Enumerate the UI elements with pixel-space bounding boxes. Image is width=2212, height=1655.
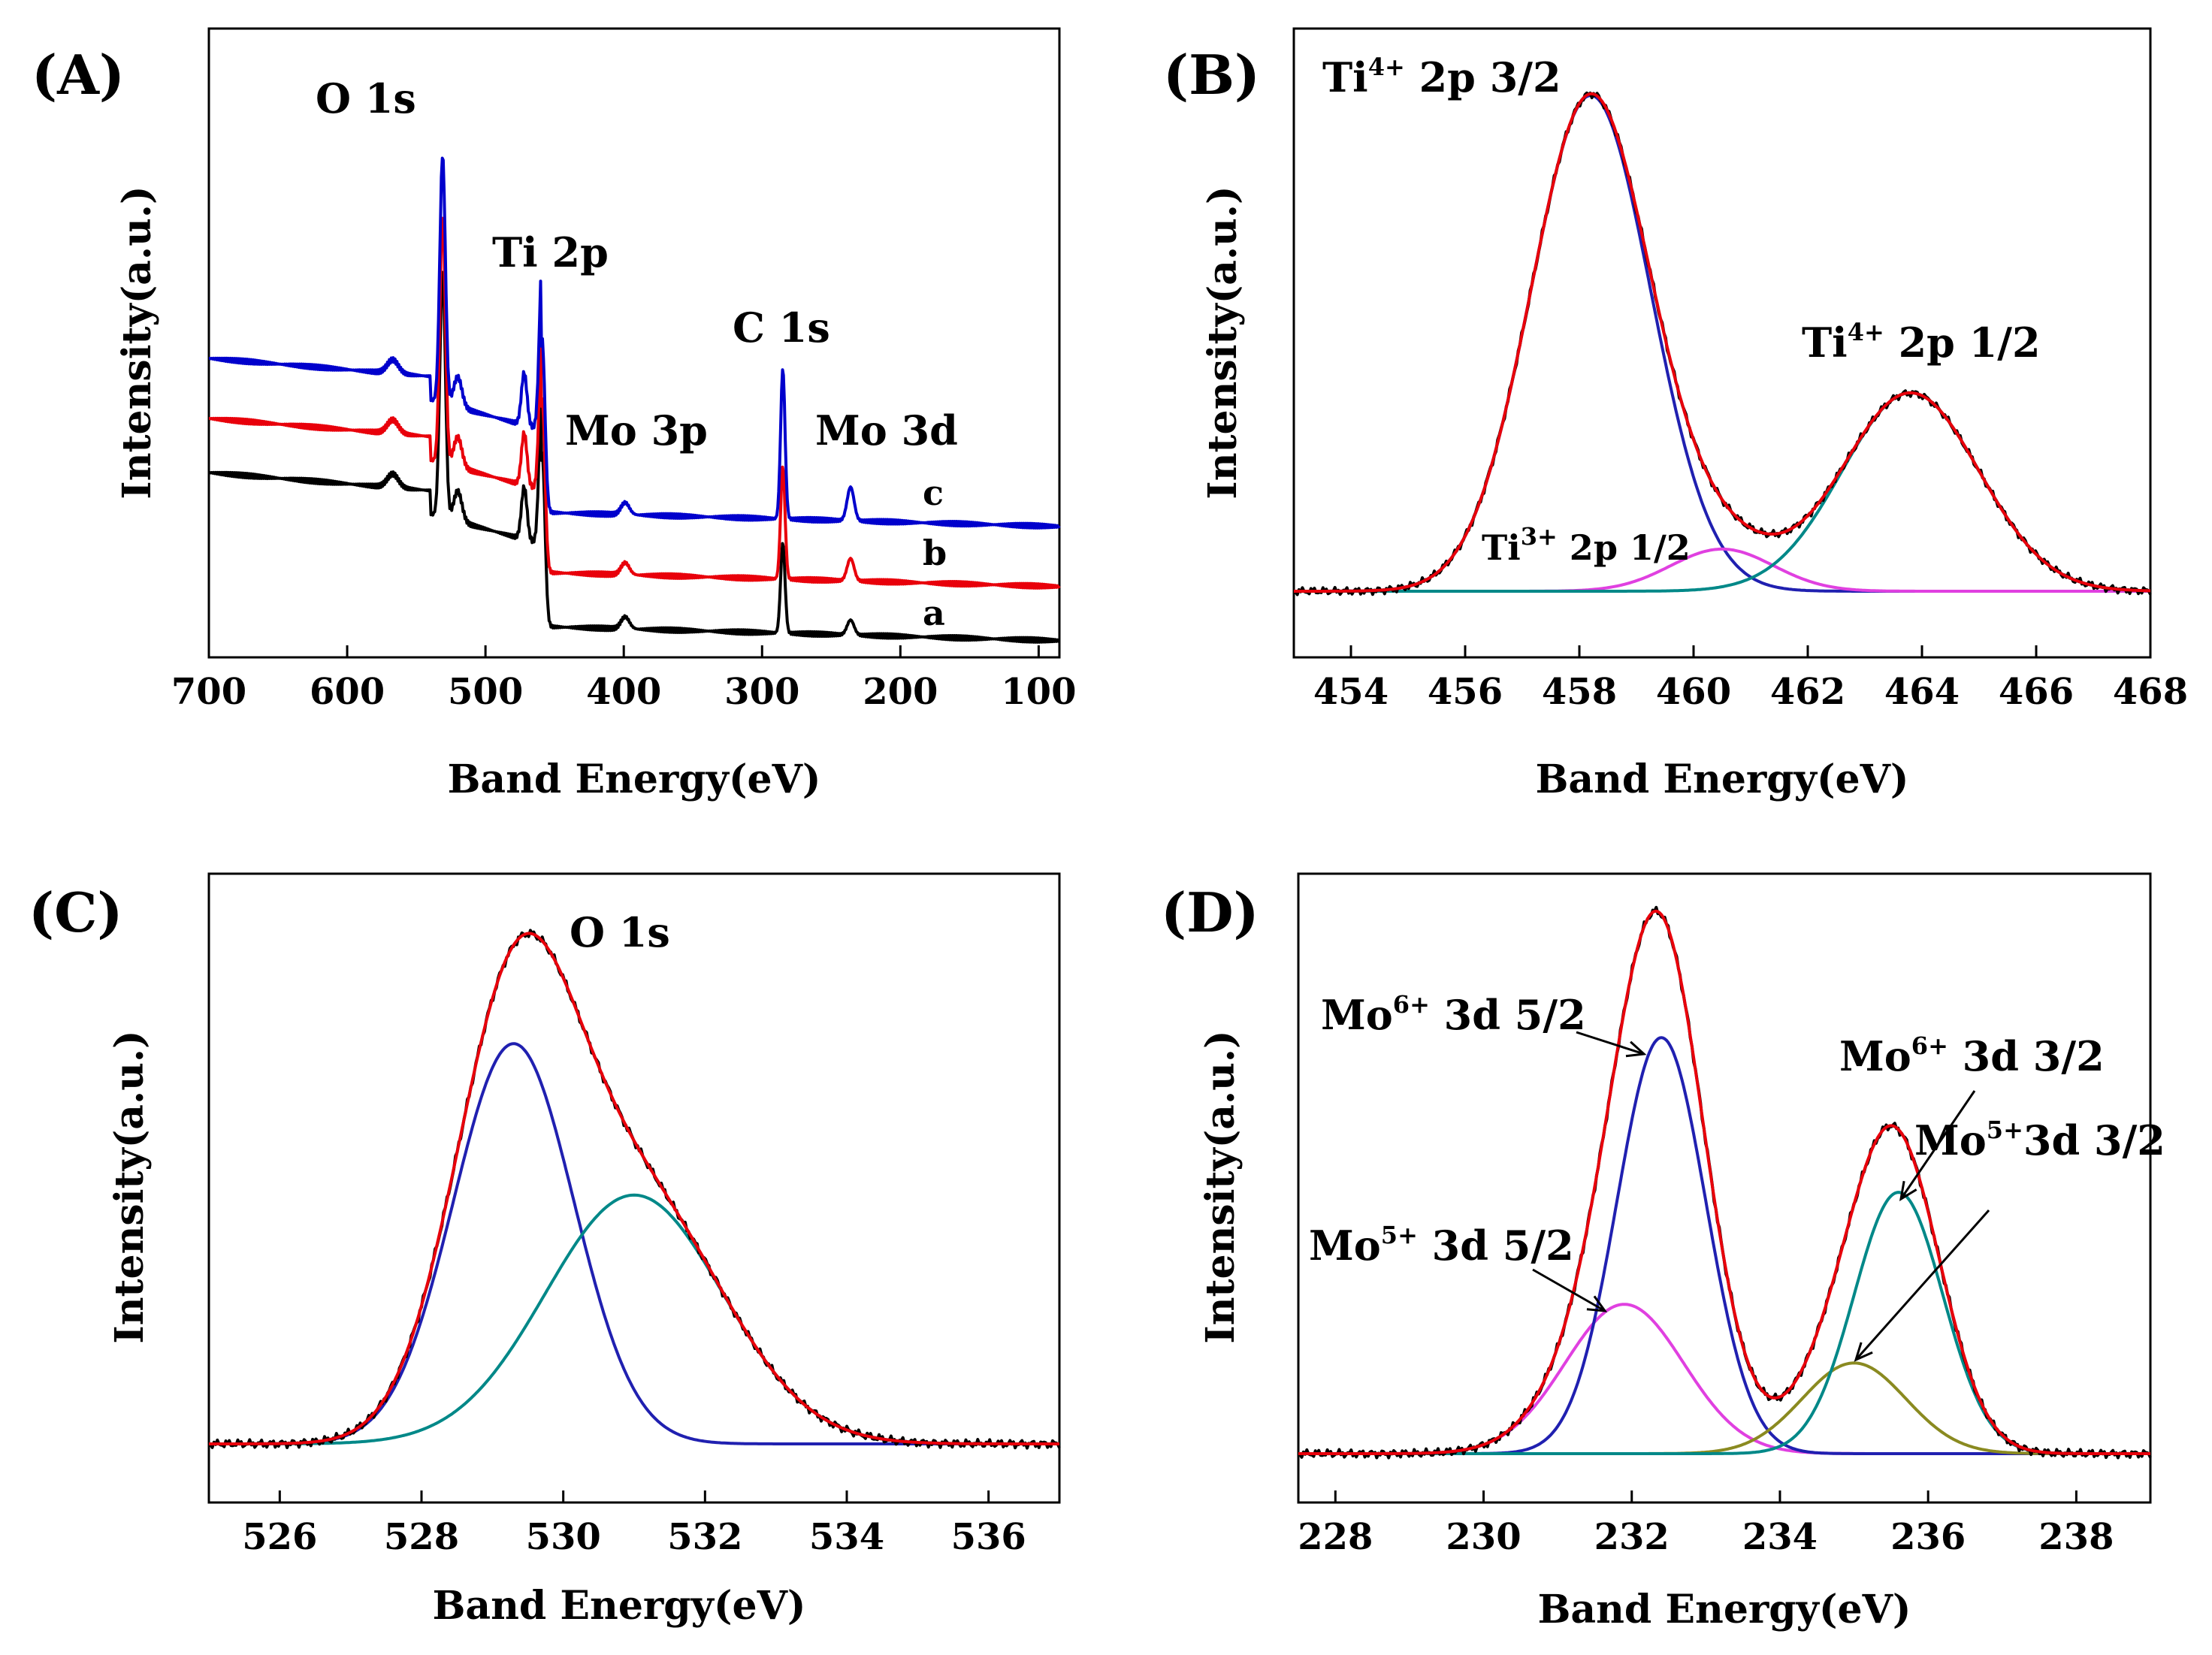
survey-series-b <box>208 216 1061 590</box>
panel-d-label-mo5-3d52: Mo5+ 3d 5/2 <box>1309 1221 1574 1270</box>
x-tick-label: 230 <box>1446 1516 1521 1558</box>
survey-series-a <box>208 270 1061 644</box>
x-tick-label: 232 <box>1594 1516 1670 1558</box>
panel-d-letter: (D) <box>1161 880 1259 944</box>
panel-c-ylabel: Intensity(a.u.) <box>107 1030 153 1343</box>
x-tick-label: 234 <box>1742 1516 1818 1558</box>
panel-d-label-mo5-3d32: Mo5+3d 3/2 <box>1914 1116 2165 1164</box>
x-tick-label: 464 <box>1884 671 1960 713</box>
x-tick-label: 526 <box>242 1516 317 1558</box>
x-tick-label: 454 <box>1313 671 1389 713</box>
panel-c: (C) 526 528 530 532 534 536 O 1s Band Energy(… <box>29 872 1061 1629</box>
panel-a-label-o1s: O 1s <box>316 74 416 122</box>
annotation-arrowhead <box>1586 1295 1608 1312</box>
x-tick-label: 238 <box>2038 1516 2114 1558</box>
panel-a-xlabel: Band Energy(eV) <box>447 757 820 802</box>
annotation-arrowhead <box>1899 1180 1917 1201</box>
panel-a-series <box>208 156 1061 644</box>
panel-a-label-ti2p: Ti 2p <box>492 228 609 276</box>
x-tick-label: 600 <box>310 671 385 713</box>
panel-a-letter: (A) <box>32 43 125 107</box>
panel-a-ticks: 700 600 500 400 300 200 100 <box>171 645 1076 713</box>
fit-component-3 <box>1294 391 2150 593</box>
annotation-arrow <box>1532 1268 1606 1312</box>
x-tick-label: 466 <box>1999 671 2074 713</box>
panel-b-ticks: 454 456 458 460 462 464 466 468 <box>1313 645 2188 713</box>
annotation-arrowhead <box>1854 1342 1873 1362</box>
x-tick-label: 460 <box>1656 671 1731 713</box>
panel-c-curves <box>208 929 1061 1450</box>
panel-d-curves <box>1298 905 2152 1460</box>
panel-c-xlabel: Band Energy(eV) <box>432 1583 805 1629</box>
panel-d-label-mo6-3d32: Mo6+ 3d 3/2 <box>1839 1031 2105 1080</box>
panel-b-xlabel: Band Energy(eV) <box>1535 757 1908 802</box>
fit-envelope <box>209 932 1059 1445</box>
panel-a-series-label-a: a <box>923 593 945 633</box>
panel-a-label-mo3d: Mo 3d <box>815 406 958 455</box>
panel-d: (D) 228 230 232 234 236 238 Mo6+ 3d 5/2 Mo6+ … <box>1161 872 2165 1632</box>
x-tick-label: 534 <box>809 1516 884 1558</box>
panel-a: (A) 700 600 500 400 300 200 100 O 1s Ti 2p Mo … <box>32 27 1076 802</box>
survey-series-c <box>208 156 1061 530</box>
fit-component-2 <box>209 1193 1059 1445</box>
x-tick-label: 236 <box>1890 1516 1966 1558</box>
panel-d-ylabel: Intensity(a.u.) <box>1198 1030 1243 1343</box>
panel-a-ylabel: Intensity(a.u.) <box>114 186 160 499</box>
x-tick-label: 228 <box>1298 1516 1373 1558</box>
annotation-arrow <box>1854 1210 1990 1361</box>
x-tick-label: 528 <box>384 1516 459 1558</box>
x-tick-label: 532 <box>667 1516 742 1558</box>
x-tick-label: 468 <box>2113 671 2188 713</box>
panel-c-ticks: 526 528 530 532 534 536 <box>242 1490 1026 1558</box>
x-tick-label: 462 <box>1770 671 1845 713</box>
panel-a-label-mo3p: Mo 3p <box>565 406 708 455</box>
x-tick-label: 100 <box>1001 671 1076 713</box>
panel-d-arrows <box>1532 1031 1990 1362</box>
panel-b-curves <box>1293 91 2152 596</box>
x-tick-label: 458 <box>1542 671 1617 713</box>
panel-b: (B) 454 456 458 460 462 464 466 468 Ti4+ 2p 3/2… <box>1163 27 2188 802</box>
x-tick-label: 400 <box>586 671 661 713</box>
fit-component-3 <box>1298 1361 2150 1455</box>
x-tick-label: 500 <box>448 671 523 713</box>
panel-a-series-label-b: b <box>923 533 947 573</box>
x-tick-label: 700 <box>171 671 246 713</box>
panel-d-label-mo6-3d52: Mo6+ 3d 5/2 <box>1321 990 1586 1039</box>
panel-c-letter: (C) <box>29 880 122 944</box>
fit-envelope <box>1294 92 2150 593</box>
panel-a-series-label-c: c <box>923 473 944 513</box>
panel-b-plot-frame <box>1292 27 2152 659</box>
x-tick-label: 536 <box>951 1516 1026 1558</box>
fit-component-1 <box>1298 1303 2150 1455</box>
panel-d-ticks: 228 230 232 234 236 238 <box>1298 1490 2114 1558</box>
panel-b-label-ti4-2p12: Ti4+ 2p 1/2 <box>1802 318 2041 367</box>
panel-a-plot-frame <box>207 27 1061 659</box>
x-tick-label: 300 <box>724 671 799 713</box>
panel-b-ylabel: Intensity(a.u.) <box>1200 186 1246 499</box>
fit-component-2 <box>1294 547 2150 593</box>
annotation-arrowhead <box>1625 1040 1647 1058</box>
panel-a-label-c1s: C 1s <box>733 304 830 352</box>
panel-d-xlabel: Band Energy(eV) <box>1537 1587 1911 1632</box>
panel-c-plot-frame <box>207 872 1061 1504</box>
annotation-arrow <box>1899 1090 1976 1200</box>
fit-component-1 <box>209 1042 1059 1445</box>
panel-d-plot-frame <box>1297 872 2152 1504</box>
panel-b-label-ti3-2p12: Ti3+ 2p 1/2 <box>1482 522 1691 568</box>
panel-c-label-o1s: O 1s <box>570 908 670 956</box>
x-tick-label: 456 <box>1428 671 1503 713</box>
panel-b-label-ti4-2p32: Ti4+ 2p 3/2 <box>1322 53 1561 101</box>
panel-b-letter: (B) <box>1163 43 1260 107</box>
x-tick-label: 200 <box>863 671 938 713</box>
x-tick-label: 530 <box>526 1516 601 1558</box>
annotation-arrow <box>1576 1031 1645 1056</box>
fit-envelope <box>1298 909 2150 1455</box>
raw-spectrum <box>208 929 1061 1450</box>
